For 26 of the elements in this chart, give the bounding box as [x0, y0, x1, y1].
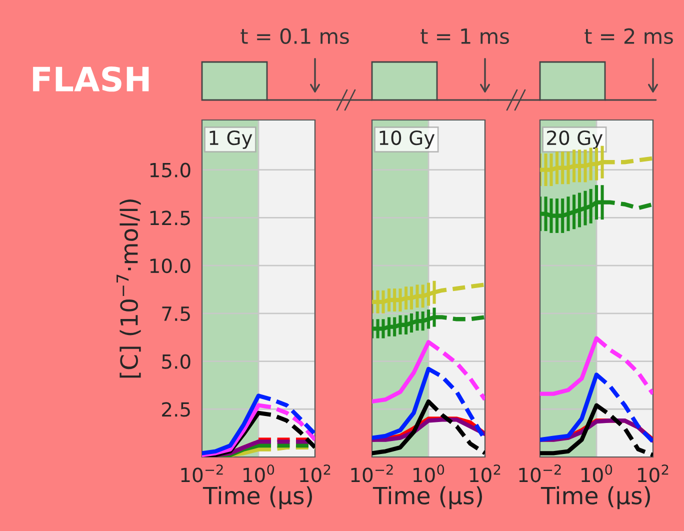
- y-tick-label: 5.0: [162, 354, 190, 369]
- x-axis-title: Time (µs): [540, 486, 650, 510]
- x-tick-label: 10$^{0}$: [244, 464, 274, 482]
- x-axis-title: Time (µs): [202, 486, 312, 510]
- x-tick-label: 10$^{−2}$: [351, 464, 393, 482]
- x-tick-label: 10$^{2}$: [470, 464, 500, 482]
- x-tick-label: 10$^{−2}$: [181, 464, 223, 482]
- x-tick-label: 10$^{2}$: [638, 464, 668, 482]
- x-axis-title: Time (µs): [372, 486, 482, 510]
- x-tick-label: 10$^{0}$: [582, 464, 612, 482]
- text: t = 1 ms: [420, 28, 509, 44]
- x-tick-label: 10$^{0}$: [414, 464, 444, 482]
- y-tick-label: 2.5: [162, 402, 190, 417]
- y-tick-label: 10.0: [150, 258, 190, 274]
- y-tick-label: 7.5: [162, 306, 190, 322]
- text: FLASH: [33, 66, 149, 92]
- x-tick-label: 10$^{−2}$: [519, 464, 561, 482]
- x-tick-label: 10$^{2}$: [300, 464, 330, 482]
- y-axis-title: [C] (10$^{−7}$·mol/l): [116, 200, 141, 378]
- annotation: 10 Gy: [380, 130, 435, 149]
- annotation: 1 Gy: [210, 130, 252, 149]
- annotation: 20 Gy: [547, 130, 603, 149]
- text: t = 2 ms: [584, 28, 673, 44]
- y-tick-label: 12.5: [150, 210, 190, 226]
- y-tick-label: 15.0: [150, 162, 190, 178]
- text: t = 0.1 ms: [240, 28, 349, 44]
